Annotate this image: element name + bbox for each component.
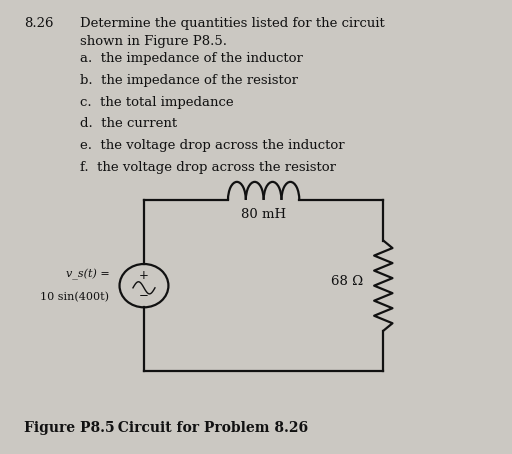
Text: b.  the impedance of the resistor: b. the impedance of the resistor: [80, 74, 298, 87]
Text: 8.26: 8.26: [24, 17, 54, 30]
Text: 68 Ω: 68 Ω: [331, 275, 363, 288]
Text: Circuit for Problem 8.26: Circuit for Problem 8.26: [109, 421, 308, 435]
Text: shown in Figure P8.5.: shown in Figure P8.5.: [80, 35, 227, 48]
Text: a.  the impedance of the inductor: a. the impedance of the inductor: [80, 52, 303, 65]
Text: v_s(t) =: v_s(t) =: [66, 269, 110, 280]
Text: 80 mH: 80 mH: [241, 208, 286, 221]
Text: d.  the current: d. the current: [80, 117, 178, 130]
Text: −: −: [139, 289, 149, 302]
Text: c.  the total impedance: c. the total impedance: [80, 96, 234, 109]
Text: Determine the quantities listed for the circuit: Determine the quantities listed for the …: [80, 17, 385, 30]
Text: Figure P8.5: Figure P8.5: [24, 421, 115, 435]
Text: +: +: [139, 269, 149, 282]
Text: 10 sin(400t): 10 sin(400t): [40, 292, 110, 302]
Text: f.  the voltage drop across the resistor: f. the voltage drop across the resistor: [80, 161, 336, 174]
Text: e.  the voltage drop across the inductor: e. the voltage drop across the inductor: [80, 139, 345, 152]
